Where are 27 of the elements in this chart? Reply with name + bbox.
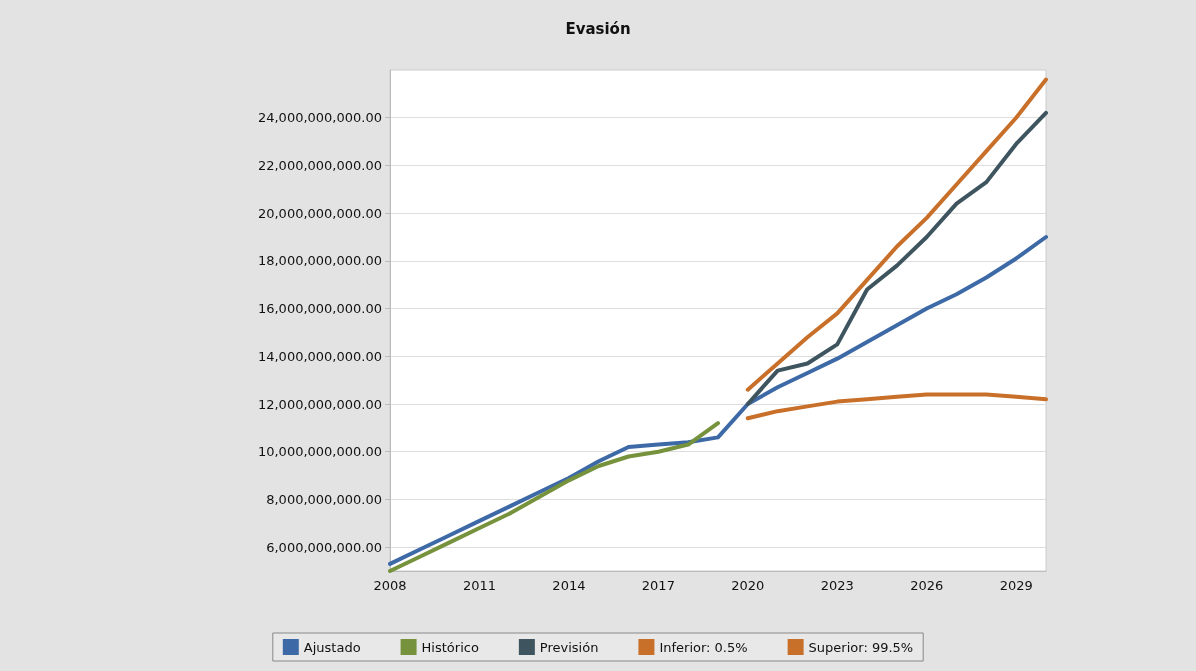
y-tick-label: 8,000,000,000.00 — [266, 491, 382, 507]
y-tick-label: 24,000,000,000.00 — [257, 110, 382, 126]
y-tick-label: 20,000,000,000.00 — [257, 205, 382, 221]
y-tick-label: 16,000,000,000.00 — [257, 301, 382, 317]
x-tick-label: 2026 — [910, 578, 944, 593]
y-tick-label: 12,000,000,000.00 — [257, 396, 382, 412]
x-tick-label: 2008 — [373, 578, 407, 593]
y-tick-label: 18,000,000,000.00 — [257, 253, 382, 269]
x-tick-label: 2017 — [641, 578, 675, 593]
y-tick-label: 14,000,000,000.00 — [257, 348, 382, 364]
legend-label: Ajustado — [303, 639, 361, 655]
y-tick-label: 10,000,000,000.00 — [257, 444, 382, 460]
x-tick-label: 2011 — [462, 578, 496, 593]
y-tick-label: 22,000,000,000.00 — [257, 157, 382, 173]
legend-label: Inferior: 0.5% — [659, 639, 748, 655]
x-tick-label: 2014 — [552, 578, 586, 593]
legend-label: Superior: 99.5% — [808, 639, 914, 655]
chart-title: Evasión — [565, 19, 631, 38]
line-series — [388, 421, 720, 573]
legend-label: Histórico — [421, 639, 479, 655]
x-tick-label: 2020 — [731, 578, 765, 593]
line-series — [388, 235, 1048, 566]
legend-label: Previsión — [539, 639, 599, 655]
line-series — [745, 392, 1048, 421]
y-tick-label: 6,000,000,000.00 — [266, 539, 382, 555]
x-tick-label: 2029 — [999, 578, 1033, 593]
x-tick-label: 2023 — [820, 578, 854, 593]
